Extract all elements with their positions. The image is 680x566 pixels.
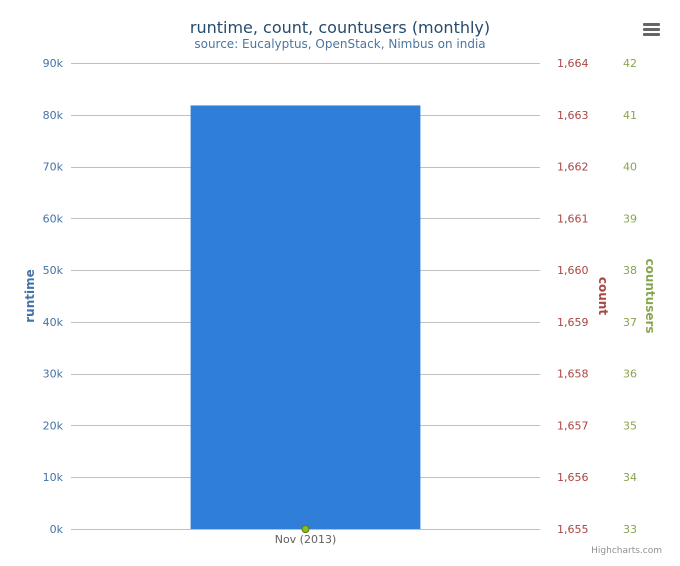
runtime-tick-label: 80k (43, 109, 64, 122)
countusers-tick-label: 41 (623, 109, 637, 122)
runtime-axis-ticks: 0k 10k 20k 30k 40k 50k 60k 70k 80k 90k (43, 57, 64, 536)
count-tick-label: 1,662 (557, 161, 589, 174)
runtime-tick-label: 20k (43, 419, 64, 432)
countusers-tick-label: 33 (623, 523, 637, 536)
count-tick-label: 1,660 (557, 264, 589, 277)
count-tick-label: 1,661 (557, 212, 589, 225)
countusers-axis-title: countusers (643, 258, 657, 333)
count-axis-title: count (596, 277, 610, 315)
runtime-axis-title: runtime (23, 269, 37, 323)
countusers-point (301, 525, 310, 533)
count-tick-label: 1,663 (557, 109, 589, 122)
countusers-tick-label: 34 (623, 471, 637, 484)
runtime-tick-label: 10k (43, 471, 64, 484)
hamburger-menu-icon (643, 23, 660, 36)
count-axis-ticks: 1,655 1,656 1,657 1,658 1,659 1,660 1,661 1,662… (557, 57, 589, 536)
count-tick-label: 1,655 (557, 523, 589, 536)
export-menu-button[interactable] (636, 17, 666, 41)
plot-points (301, 525, 310, 533)
runtime-tick-label: 0k (50, 523, 64, 536)
countusers-tick-label: 42 (623, 57, 637, 70)
runtime-tick-label: 90k (43, 57, 64, 70)
countusers-tick-label: 38 (623, 264, 637, 277)
countusers-tick-label: 35 (623, 419, 637, 432)
runtime-tick-label: 70k (43, 161, 64, 174)
chart-subtitle: source: Eucalyptus, OpenStack, Nimbus on… (194, 37, 485, 51)
countusers-tick-label: 39 (623, 212, 637, 225)
count-tick-label: 1,657 (557, 419, 589, 432)
runtime-tick-label: 50k (43, 264, 64, 277)
count-tick-label: 1,656 (557, 471, 589, 484)
runtime-bar (190, 105, 421, 530)
countusers-tick-label: 36 (623, 368, 637, 381)
chart-title: runtime, count, countusers (monthly) (190, 18, 490, 37)
runtime-tick-label: 40k (43, 316, 64, 329)
countusers-tick-label: 40 (623, 161, 637, 174)
x-axis-ticks: Nov (2013) (275, 533, 337, 546)
plot-columns (190, 105, 421, 530)
credits-link[interactable]: Highcharts.com (591, 546, 662, 556)
runtime-tick-label: 60k (43, 212, 64, 225)
count-tick-label: 1,658 (557, 368, 589, 381)
x-tick-label: Nov (2013) (275, 533, 337, 546)
runtime-tick-label: 30k (43, 368, 64, 381)
count-tick-label: 1,664 (557, 57, 589, 70)
countusers-tick-label: 37 (623, 316, 637, 329)
count-tick-label: 1,659 (557, 316, 589, 329)
countusers-axis-ticks: 33 34 35 36 37 38 39 40 41 42 (623, 57, 637, 536)
